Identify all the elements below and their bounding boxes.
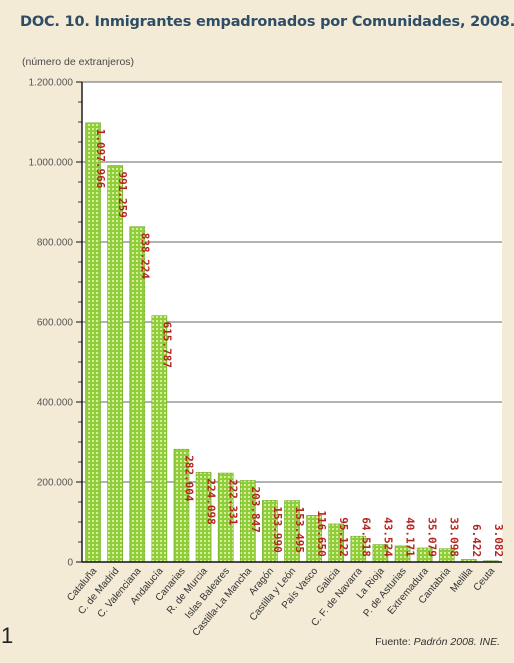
data-labels: 1.097.966 991.259 838.224 615.787 282.004 224… bbox=[94, 129, 505, 557]
data-label: 222.331 bbox=[227, 479, 240, 526]
data-label: 35.079 bbox=[426, 517, 439, 557]
y-tick-label: 1.200.000 bbox=[29, 78, 74, 89]
data-label: 6.422 bbox=[470, 524, 483, 557]
x-tick-label: Melilla bbox=[448, 566, 475, 595]
data-label: 43.524 bbox=[381, 517, 394, 557]
y-tick-label: 600.000 bbox=[37, 318, 74, 329]
y-tick-label: 200.000 bbox=[37, 478, 74, 489]
data-label: 203.847 bbox=[249, 486, 262, 532]
data-label: 64.518 bbox=[359, 517, 372, 557]
y-tick-label: 0 bbox=[67, 558, 73, 569]
data-label: 838.224 bbox=[138, 233, 151, 280]
data-label: 95.122 bbox=[337, 517, 350, 557]
data-label: 153.990 bbox=[271, 506, 284, 552]
data-label: 1.097.966 bbox=[94, 129, 107, 189]
y-axis-unit-label: (número de extranjeros) bbox=[22, 56, 135, 68]
chart-title: DOC. 10. Inmigrantes empadronados por Co… bbox=[20, 14, 514, 30]
y-tick-label: 800.000 bbox=[37, 238, 74, 249]
x-tick-label: Ceuta bbox=[472, 566, 498, 594]
source-note: Fuente: Padrón 2008. INE. bbox=[375, 636, 500, 648]
page-number-fragment: 1 bbox=[1, 623, 14, 648]
bar bbox=[85, 122, 101, 563]
bars bbox=[85, 122, 499, 563]
data-label: 615.787 bbox=[160, 322, 173, 368]
y-tick-labels: 0 200.000 400.000 600.000 800.000 1.000.000 1.… bbox=[29, 78, 74, 569]
y-tick-label: 400.000 bbox=[37, 398, 74, 409]
data-label: 282.004 bbox=[182, 455, 195, 502]
data-label: 3.082 bbox=[492, 524, 505, 557]
data-label: 991.259 bbox=[116, 171, 129, 217]
data-label: 153.495 bbox=[293, 507, 306, 553]
bar bbox=[107, 165, 123, 563]
axes bbox=[81, 82, 502, 563]
source-prefix: Fuente: bbox=[375, 636, 414, 648]
source-name: Padrón 2008. INE. bbox=[413, 636, 500, 648]
data-label: 40.171 bbox=[404, 517, 417, 557]
data-label: 116.650 bbox=[315, 510, 328, 556]
y-tick-label: 1.000.000 bbox=[29, 158, 74, 169]
data-label: 224.098 bbox=[205, 478, 218, 524]
data-label: 33.098 bbox=[448, 517, 461, 557]
